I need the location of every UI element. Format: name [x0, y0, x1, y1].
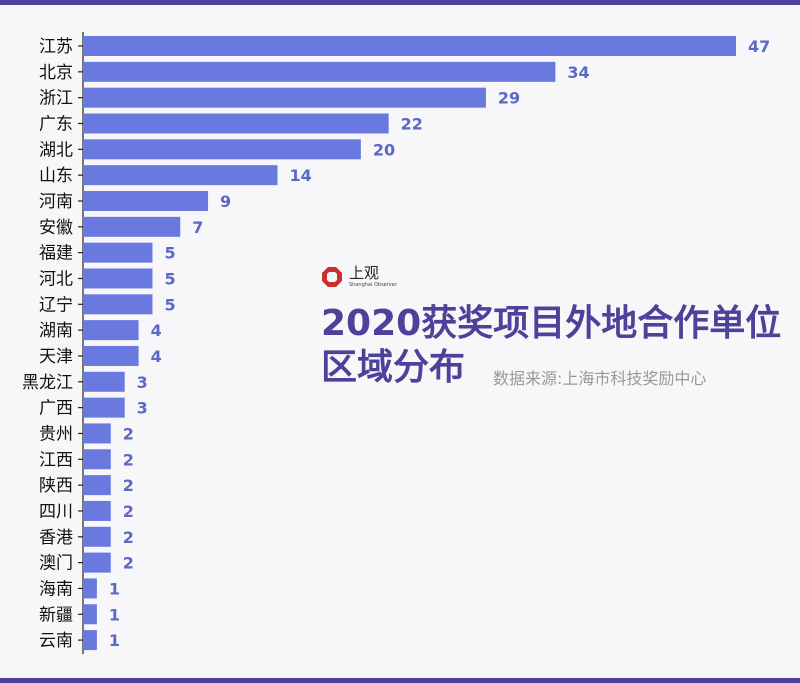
data-label: 1: [109, 631, 120, 650]
category-label: 海南: [39, 579, 73, 599]
data-label: 2: [123, 502, 134, 521]
category-label: 广西: [39, 399, 73, 419]
bar: [83, 320, 139, 341]
category-label: 陕西: [39, 476, 73, 496]
category-label: 四川: [39, 502, 73, 522]
bar: [83, 242, 153, 263]
data-label: 22: [401, 114, 423, 133]
category-label: 湖南: [39, 321, 73, 341]
bar: [83, 268, 153, 289]
bar: [83, 578, 97, 599]
chart-title: 2020获奖项目外地合作单位 区域分布: [321, 302, 791, 390]
title-line-1: 2020获奖项目外地合作单位: [321, 303, 782, 344]
bar: [83, 139, 361, 160]
bar: [83, 294, 153, 315]
data-label: 7: [192, 218, 203, 237]
data-label: 47: [748, 37, 770, 56]
data-source: 数据来源:上海市科技奖励中心: [493, 369, 707, 388]
data-label: 20: [373, 140, 395, 159]
data-label: 3: [137, 373, 148, 392]
bar: [83, 604, 97, 625]
bar: [83, 552, 111, 573]
data-label: 14: [290, 166, 312, 185]
data-label: 5: [164, 269, 175, 288]
bar: [83, 371, 125, 392]
logo-subtitle: Shanghai Observer: [349, 282, 397, 288]
bar: [83, 526, 111, 547]
data-label: 2: [123, 554, 134, 573]
data-label: 2: [123, 528, 134, 547]
logo-name: 上观: [349, 264, 380, 282]
logo-icon: [322, 267, 342, 287]
category-label: 江苏: [39, 37, 73, 57]
data-label: 29: [498, 89, 520, 108]
bottom-border: [0, 678, 800, 683]
data-label: 5: [164, 244, 175, 263]
top-border: [0, 0, 800, 5]
bar: [83, 113, 389, 134]
logo: 上观 Shanghai Observer: [321, 266, 397, 288]
bar: [83, 397, 125, 418]
category-label: 浙江: [39, 89, 73, 109]
category-label: 山东: [39, 166, 73, 186]
bar: [83, 216, 181, 237]
bar: [83, 423, 111, 444]
bar: [83, 345, 139, 366]
category-label: 黑龙江: [22, 373, 73, 393]
data-label: 1: [109, 579, 120, 598]
category-label: 贵州: [39, 424, 73, 444]
category-label: 安徽: [39, 218, 73, 238]
data-label: 9: [220, 192, 231, 211]
bar: [83, 165, 278, 186]
data-label: 1: [109, 605, 120, 624]
data-label: 3: [137, 399, 148, 418]
data-label: 2: [123, 450, 134, 469]
category-label: 广东: [39, 114, 73, 134]
category-label: 天津: [39, 347, 73, 367]
data-label: 2: [123, 476, 134, 495]
category-label: 河北: [39, 269, 73, 289]
data-label: 34: [567, 63, 589, 82]
data-label: 5: [164, 295, 175, 314]
category-label: 辽宁: [39, 295, 73, 315]
data-label: 4: [151, 321, 162, 340]
bar: [83, 61, 556, 82]
data-label: 4: [151, 347, 162, 366]
bar: [83, 87, 486, 108]
category-label: 湖北: [39, 140, 73, 160]
bar: [83, 36, 736, 56]
category-label: 云南: [39, 631, 73, 651]
category-label: 福建: [39, 244, 73, 264]
category-label: 香港: [39, 528, 73, 548]
bar: [83, 500, 111, 521]
title-line-2: 区域分布: [321, 347, 466, 388]
bar: [83, 475, 111, 496]
bar: [83, 630, 97, 651]
category-label: 新疆: [39, 605, 73, 625]
bar: [83, 449, 111, 470]
data-label: 2: [123, 424, 134, 443]
bar: [83, 190, 209, 211]
category-label: 河南: [39, 192, 73, 212]
category-label: 北京: [39, 63, 73, 83]
category-label: 澳门: [39, 554, 73, 574]
category-label: 江西: [39, 450, 73, 470]
